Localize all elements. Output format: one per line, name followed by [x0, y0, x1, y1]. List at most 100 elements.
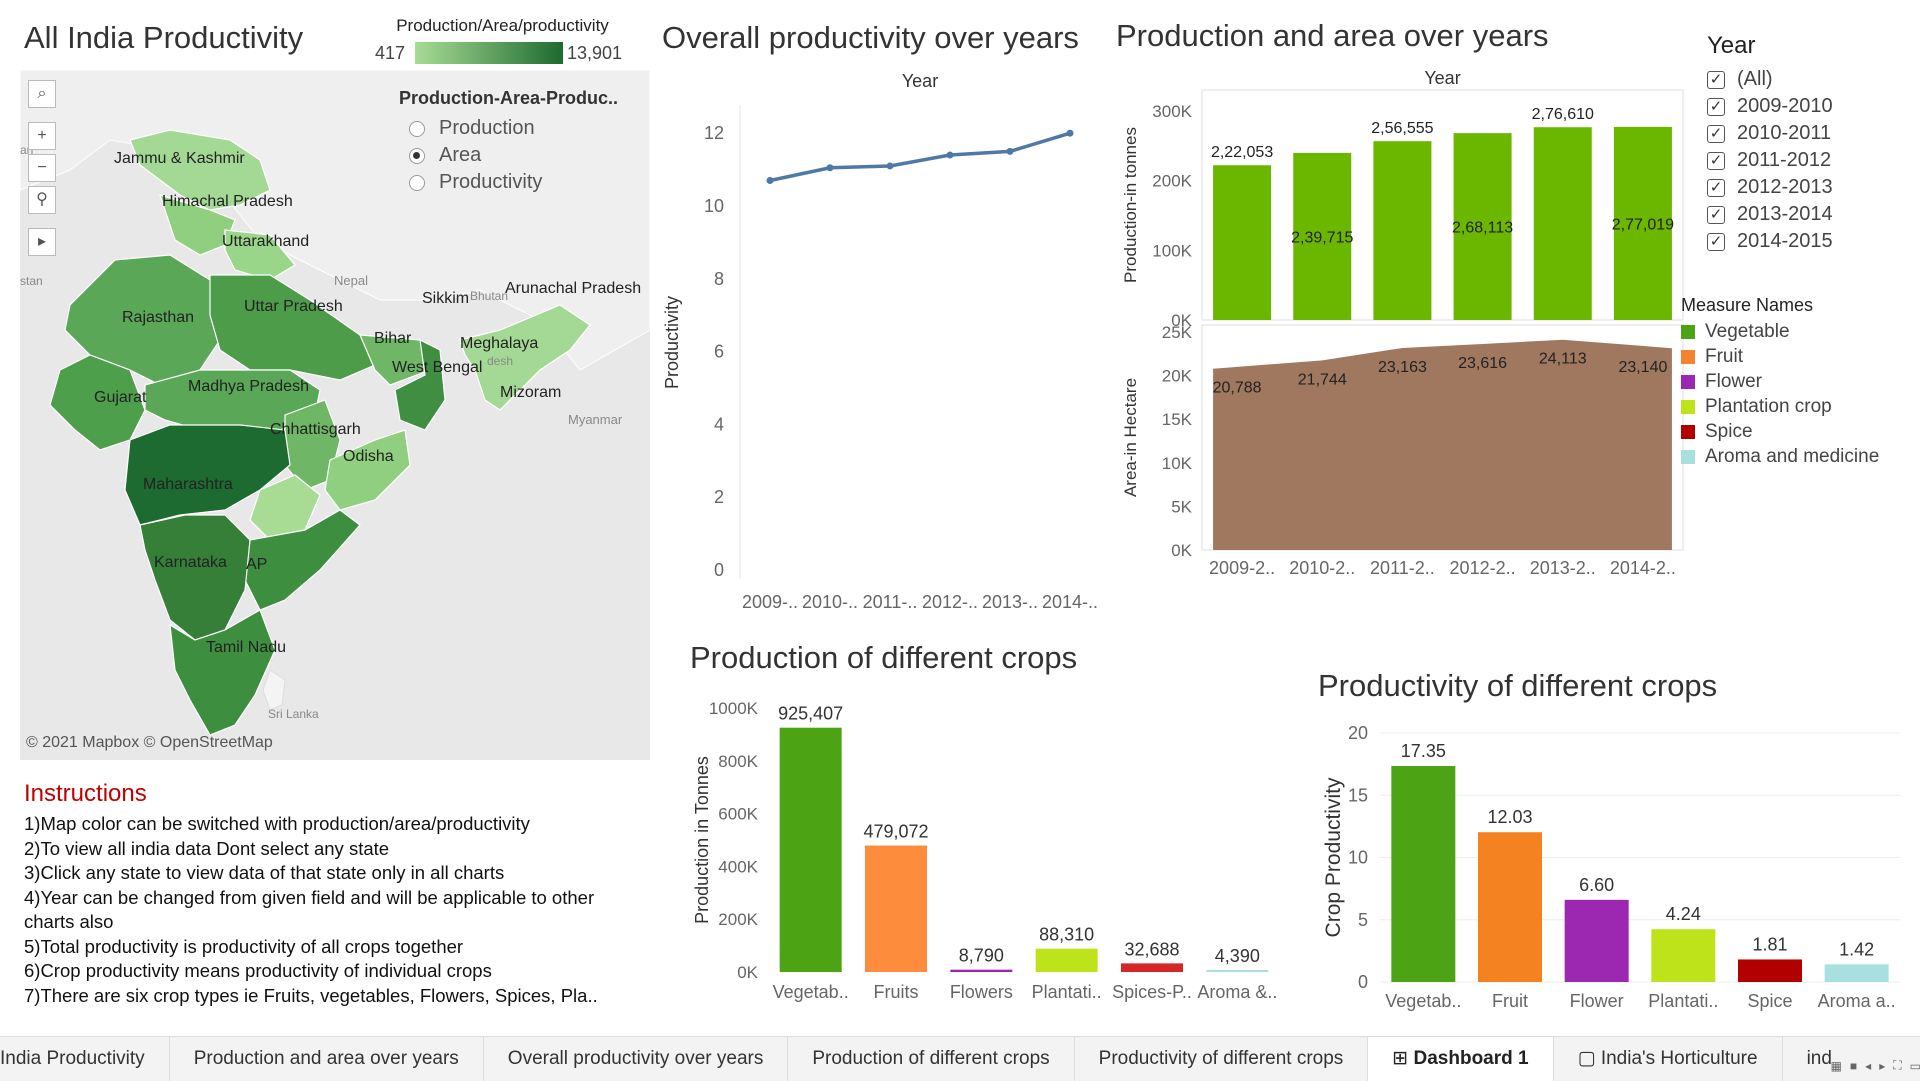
map-label: Nepal [334, 273, 368, 288]
line-point [946, 151, 954, 159]
x-tick-label: Vegetab.. [773, 982, 849, 1002]
state-west-bengal[interactable] [394, 338, 446, 431]
y-tick-label: 0K [1171, 541, 1192, 560]
instruction-line: 4)Year can be changed from given field a… [24, 886, 595, 908]
checkbox-checked-icon[interactable]: ✓ [1707, 151, 1725, 170]
y-tick-label: 4 [714, 414, 724, 434]
map-label: Sri Lanka [268, 707, 319, 721]
state-northeast[interactable] [459, 304, 591, 411]
next-icon[interactable]: ▸ [1879, 1059, 1886, 1073]
color-legend-max: 13,901 [567, 42, 623, 63]
filmstrip-icon[interactable]: ■ [1849, 1059, 1858, 1073]
state-ap[interactable] [244, 509, 361, 611]
india-map[interactable]: © 2021 Mapbox © OpenStreetMap [20, 70, 650, 760]
swatch [1681, 399, 1695, 414]
x-tick-label: 2012-.. [922, 592, 978, 612]
state-odisha[interactable] [324, 429, 411, 511]
year-option[interactable]: ✓ 2009-2010 [1707, 93, 1833, 120]
legend-item[interactable]: Fruit [1681, 344, 1879, 369]
x-tick-label: Vegetab.. [1385, 991, 1461, 1011]
expand-arrow-icon[interactable]: ▸ [28, 228, 56, 256]
year-option[interactable]: ✓ 2010-2011 [1707, 120, 1833, 147]
option-production[interactable]: Production [409, 115, 618, 142]
production-area-chart[interactable]: Year Production-in tonnes 0K 100K 200K 300K 2,… [1110, 60, 1690, 590]
state-kerala-tn[interactable] [169, 609, 276, 736]
map-label: Gujarat [94, 389, 147, 406]
option-area[interactable]: Area [409, 142, 618, 169]
fit-icon[interactable]: ⛶ [1893, 1058, 1902, 1072]
area-value-label: 21,744 [1298, 371, 1347, 388]
crop-production-bar [865, 845, 927, 972]
tab-productivity-crops[interactable]: Productivity of different crops [1075, 1037, 1369, 1081]
y-tick-label: 0 [1358, 972, 1368, 992]
state-uttar-pradesh[interactable] [209, 274, 376, 381]
x-tick-label: 2010-.. [802, 592, 858, 612]
y-axis-title: Productivity [662, 296, 682, 389]
option-productivity[interactable]: Productivity [409, 169, 618, 196]
instruction-line: 2)To view all india data Dont select any… [24, 837, 390, 859]
instructions: Instructions 1)Map color can be switched… [24, 780, 654, 1008]
y-tick-label: 15 [1348, 785, 1368, 805]
checkbox-checked-icon[interactable]: ✓ [1707, 124, 1725, 143]
checkbox-checked-icon[interactable]: ✓ [1707, 232, 1725, 251]
checkbox-checked-icon[interactable]: ✓ [1707, 205, 1725, 224]
line-point [1066, 129, 1074, 137]
year-filter-title: Year [1707, 32, 1756, 59]
x-tick-label: 2013-.. [982, 592, 1038, 612]
year-option[interactable]: ✓ 2014-2015 [1707, 228, 1833, 255]
production-panel-frame [1201, 89, 1684, 321]
tab-production-area[interactable]: Production and area over years [170, 1037, 484, 1081]
pin-icon[interactable]: ⚲ [28, 186, 56, 214]
production-crops-chart[interactable]: Production in Tonnes 0K 200K 400K 600K 800K 10… [680, 690, 1300, 1010]
year-option[interactable]: ✓ 2012-2013 [1707, 174, 1833, 201]
y-tick-label: 10 [704, 196, 724, 216]
map-label: Mizoram [500, 384, 562, 401]
tab-indias-horticulture[interactable]: ▢ India's Horticulture [1554, 1037, 1783, 1081]
tab-india-productivity[interactable]: India Productivity [0, 1037, 170, 1081]
color-ramp [415, 42, 563, 64]
map-label: Meghalaya [460, 335, 539, 352]
map-label: Bhutan [470, 289, 509, 303]
state-jammu-kashmir[interactable] [129, 129, 271, 211]
zoom-in-icon[interactable]: + [28, 122, 56, 150]
search-icon[interactable]: ⌕ [28, 80, 56, 108]
present-icon[interactable]: ▭ [1909, 1059, 1920, 1073]
tab-dashboard-1[interactable]: ⊞ Dashboard 1 [1368, 1037, 1554, 1081]
productivity-crops-chart[interactable]: Crop Productivity 0 5 10 15 20 17.35 Vegetab.. 1… [1310, 715, 1910, 1025]
map-label: Madhya Pradesh [188, 378, 309, 395]
map-toolbar: ⌕ + − ⚲ ▸ [28, 80, 58, 260]
checkbox-checked-icon[interactable]: ✓ [1707, 178, 1725, 197]
tab-overall-productivity[interactable]: Overall productivity over years [484, 1037, 789, 1081]
tab-india-productivity-2[interactable]: india productivity [1806, 1048, 1831, 1069]
radio-icon[interactable] [409, 120, 425, 137]
year-option[interactable]: ✓ 2011-2012 [1707, 147, 1833, 174]
instruction-line: 5)Total productivity is productivity of … [24, 935, 464, 957]
y-tick-label: 25K [1162, 323, 1193, 342]
map-label: AP [246, 556, 268, 573]
grid-view-icon[interactable]: ▦ [1830, 1059, 1842, 1073]
year-option[interactable]: ✓ 2013-2014 [1707, 201, 1833, 228]
radio-selected-icon[interactable] [409, 147, 425, 164]
year-option[interactable]: ✓ (All) [1707, 66, 1833, 93]
legend-item[interactable]: Flower [1681, 369, 1879, 394]
bar-value-label: 88,310 [1039, 925, 1094, 945]
checkbox-checked-icon[interactable]: ✓ [1707, 70, 1725, 89]
x-tick-label: Aroma a.. [1818, 991, 1896, 1011]
legend-item[interactable]: Aroma and medicine [1681, 444, 1879, 469]
legend-item[interactable]: Plantation crop [1681, 394, 1879, 419]
line-point [826, 164, 834, 172]
x-tick-label: Fruit [1492, 991, 1528, 1011]
state-bihar[interactable] [359, 334, 431, 386]
map-canvas[interactable] [20, 70, 650, 760]
legend-item[interactable]: Vegetable [1681, 319, 1879, 344]
zoom-out-icon[interactable]: − [28, 154, 56, 182]
y-tick-label: 0K [737, 963, 758, 982]
area-value-label: 24,113 [1539, 351, 1587, 368]
crop-production-bar [779, 727, 842, 972]
checkbox-checked-icon[interactable]: ✓ [1707, 97, 1725, 116]
prev-icon[interactable]: ◂ [1865, 1059, 1872, 1073]
tab-production-crops[interactable]: Production of different crops [788, 1037, 1075, 1081]
legend-item[interactable]: Spice [1681, 419, 1879, 444]
radio-icon[interactable] [409, 174, 425, 191]
